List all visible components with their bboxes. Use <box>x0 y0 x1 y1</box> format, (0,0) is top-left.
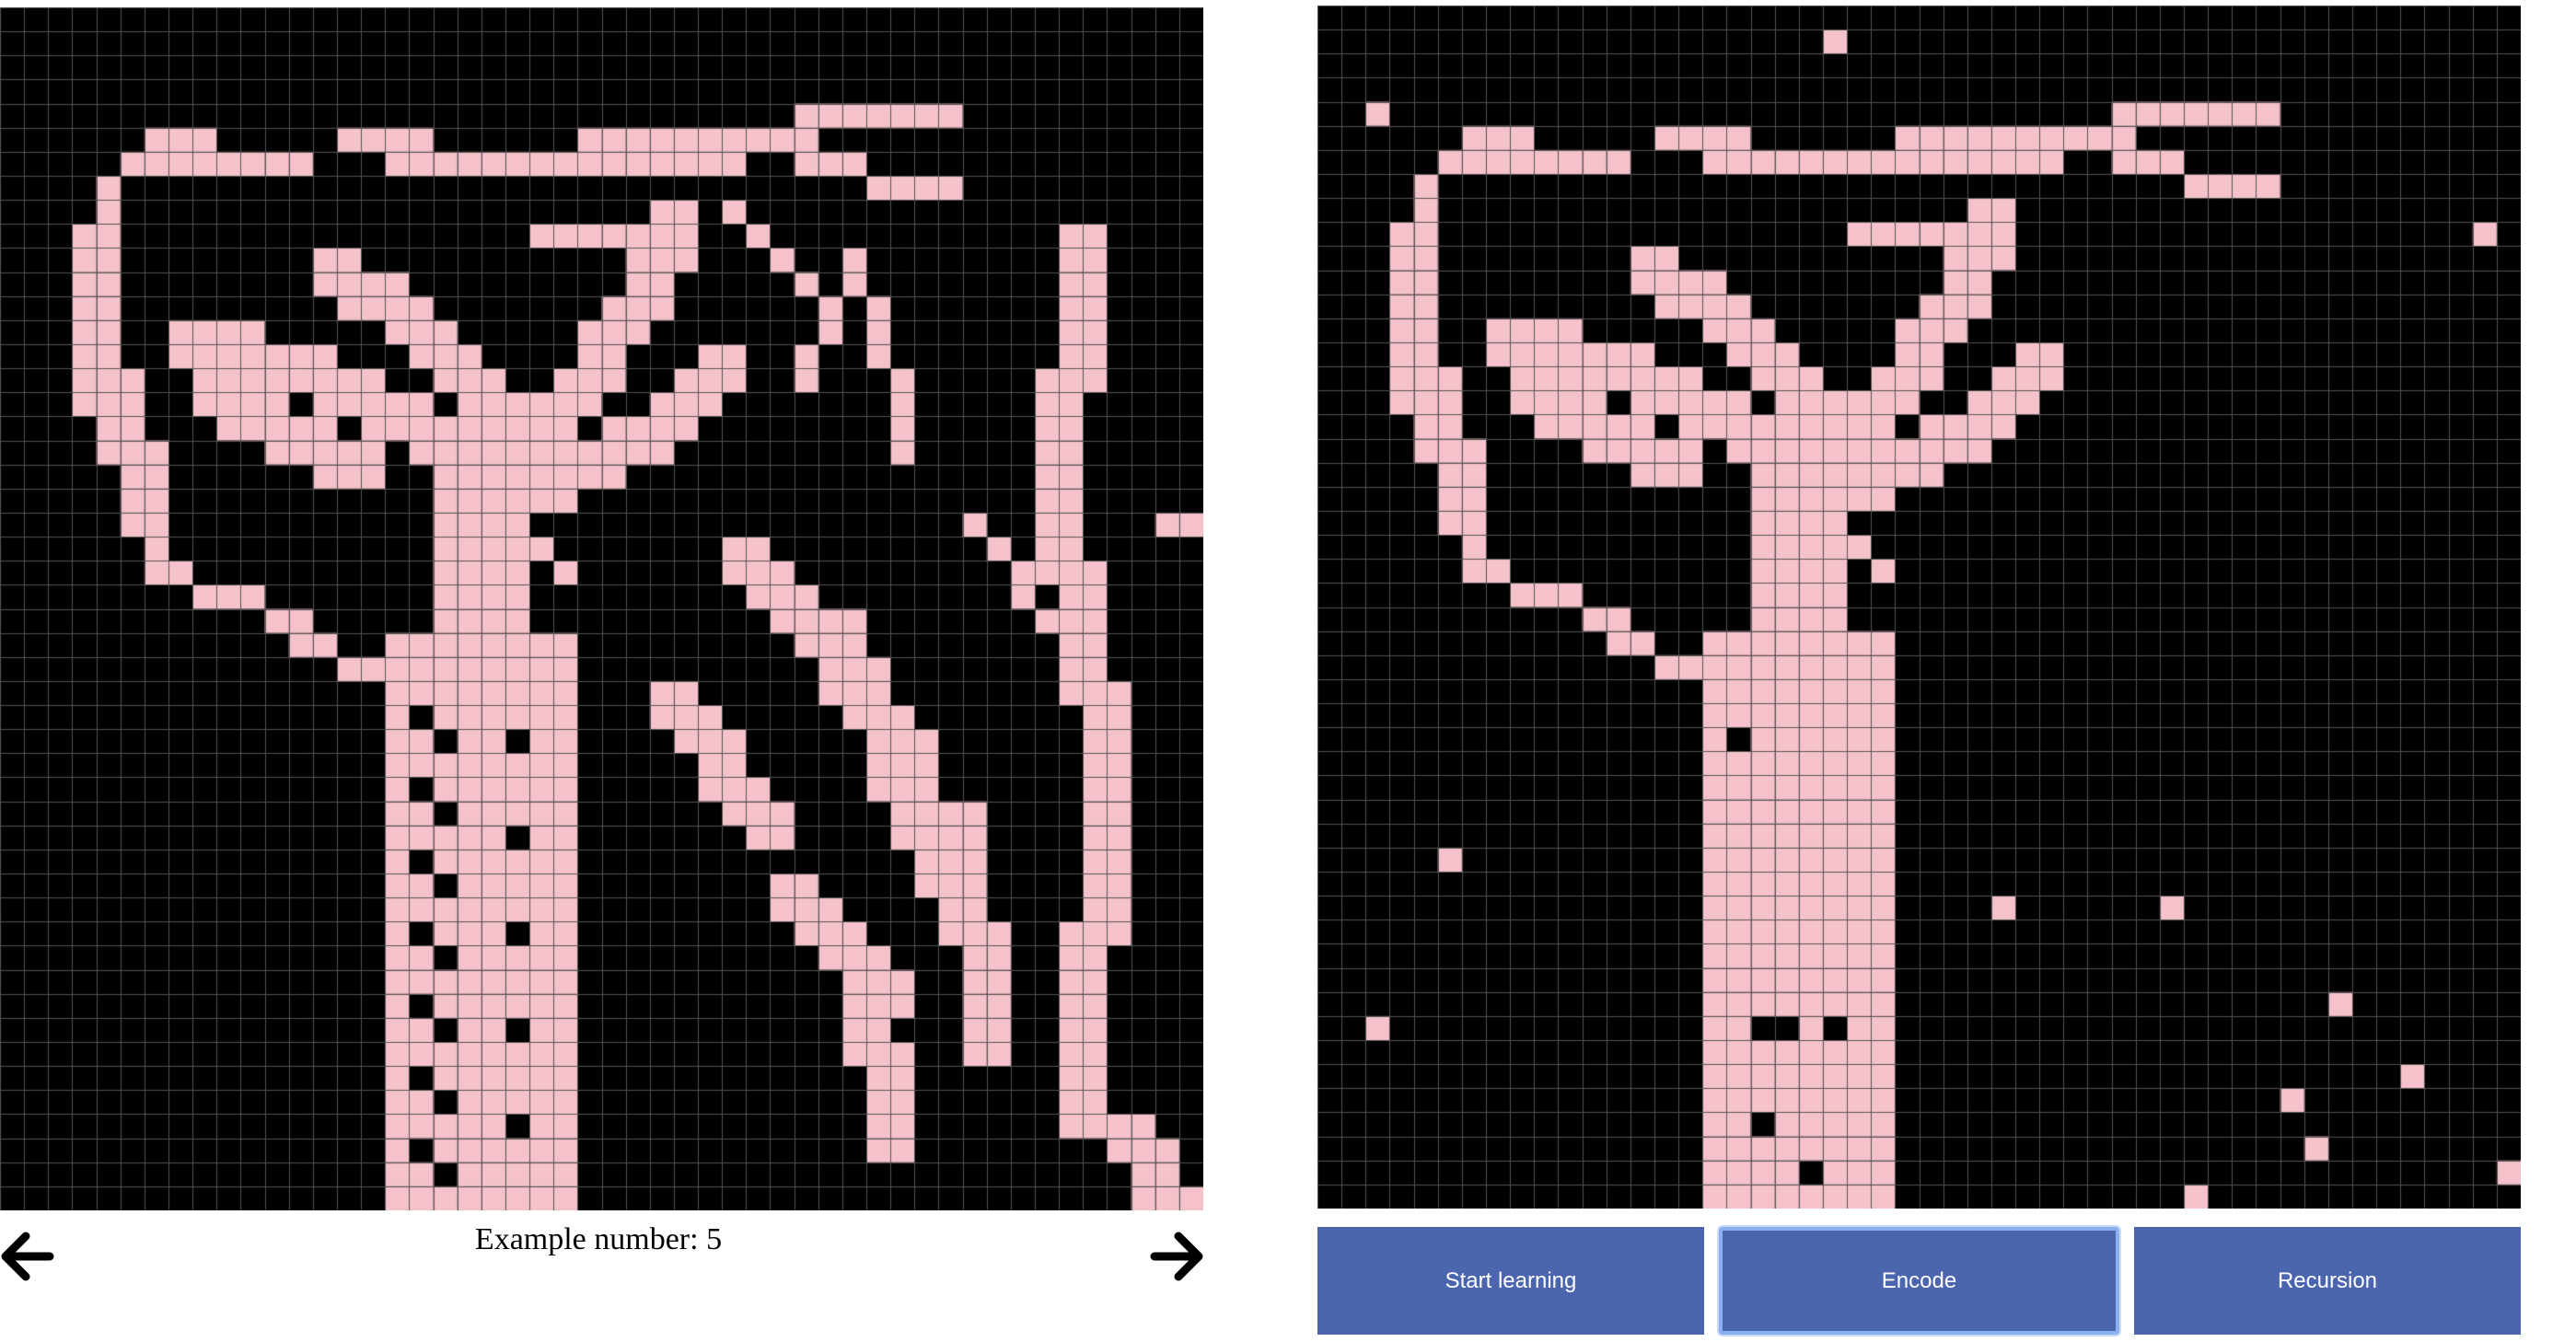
encode-button[interactable]: Encode <box>1719 1227 2119 1335</box>
example-pixel-grid[interactable] <box>0 7 1203 1210</box>
output-pixel-grid[interactable] <box>1317 6 2521 1209</box>
output-grid-canvas[interactable] <box>1317 6 2521 1209</box>
arrow-left-icon[interactable] <box>0 1229 55 1284</box>
example-number-label: Example number: 5 <box>474 1222 723 1256</box>
arrow-right-icon[interactable] <box>1149 1229 1204 1284</box>
example-grid-canvas[interactable] <box>0 7 1203 1210</box>
recursion-button[interactable]: Recursion <box>2134 1227 2521 1335</box>
start-learning-button[interactable]: Start learning <box>1317 1227 1704 1335</box>
